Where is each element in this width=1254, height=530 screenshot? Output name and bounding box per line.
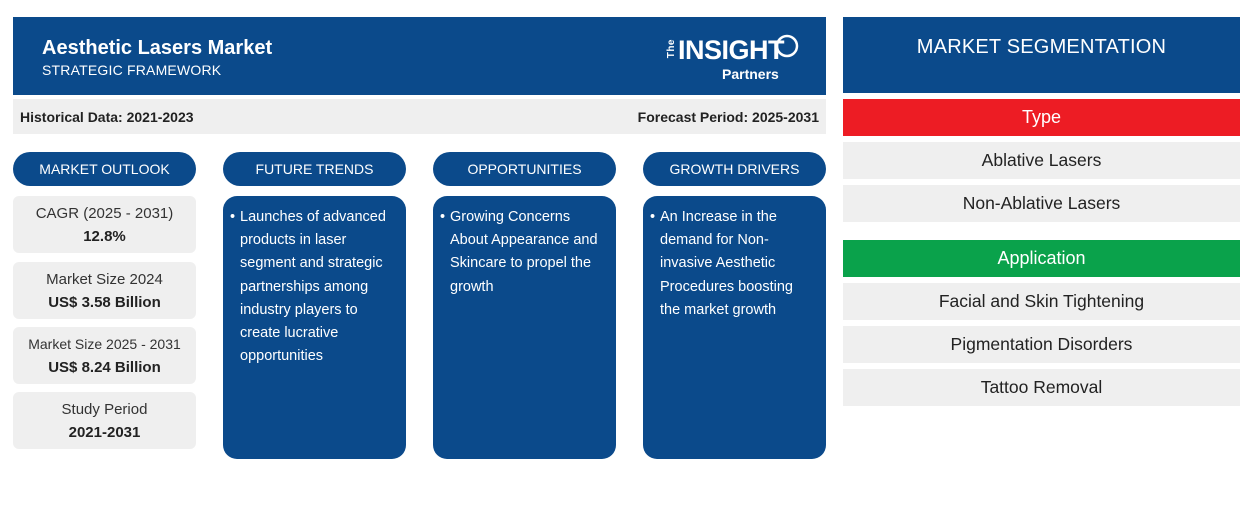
metric-market-size-2024: Market Size 2024 US$ 3.58 Billion bbox=[13, 262, 196, 319]
segment-item: Facial and Skin Tightening bbox=[843, 283, 1240, 320]
opportunities-text: Growing Concerns About Appearance and Sk… bbox=[450, 209, 598, 295]
segment-item: Ablative Lasers bbox=[843, 142, 1240, 179]
logo-partners: Partners bbox=[722, 66, 779, 82]
future-trends-header: FUTURE TRENDS bbox=[223, 152, 406, 186]
metric-study-period: Study Period 2021-2031 bbox=[13, 392, 196, 449]
growth-drivers-card: • An Increase in the demand for Non-inva… bbox=[643, 196, 826, 459]
metric-label: Market Size 2024 bbox=[46, 271, 163, 288]
metric-value: 2021-2031 bbox=[68, 424, 141, 441]
metric-market-size-forecast: Market Size 2025 - 2031 US$ 8.24 Billion bbox=[13, 327, 196, 384]
segment-item: Tattoo Removal bbox=[843, 369, 1240, 406]
segment-item: Pigmentation Disorders bbox=[843, 326, 1240, 363]
metric-label: CAGR (2025 - 2031) bbox=[35, 205, 174, 222]
opportunities-card: • Growing Concerns About Appearance and … bbox=[433, 196, 616, 459]
logo-circle-icon bbox=[775, 34, 799, 58]
forecast-period: Forecast Period: 2025-2031 bbox=[637, 109, 819, 125]
segment-group-application: Application bbox=[843, 240, 1240, 277]
future-trends-text: Launches of advanced products in laser s… bbox=[240, 209, 386, 365]
segment-group-type: Type bbox=[843, 99, 1240, 136]
segmentation-title: MARKET SEGMENTATION bbox=[916, 36, 1167, 58]
bullet-icon: • bbox=[440, 209, 446, 225]
metric-value: 12.8% bbox=[83, 228, 126, 245]
bullet-icon: • bbox=[650, 209, 656, 225]
metric-label: Study Period bbox=[61, 401, 148, 418]
metric-value: US$ 8.24 Billion bbox=[48, 359, 161, 376]
bullet-icon: • bbox=[230, 209, 236, 225]
future-trends-card: • Launches of advanced products in laser… bbox=[223, 196, 406, 459]
opportunities-header: OPPORTUNITIES bbox=[433, 152, 616, 186]
insight-partners-logo: The INSIGHT Partners bbox=[666, 33, 806, 83]
metric-label: Market Size 2025 - 2031 bbox=[28, 336, 181, 352]
logo-the: The bbox=[666, 39, 677, 59]
report-title: Aesthetic Lasers Market bbox=[42, 37, 273, 59]
growth-drivers-text: An Increase in the demand for Non-invasi… bbox=[660, 209, 793, 318]
historical-period: Historical Data: 2021-2023 bbox=[20, 109, 194, 125]
growth-drivers-header: GROWTH DRIVERS bbox=[643, 152, 826, 186]
metric-value: US$ 3.58 Billion bbox=[48, 294, 161, 311]
report-header: Aesthetic Lasers Market STRATEGIC FRAMEW… bbox=[13, 17, 826, 95]
logo-insight: INSIGHT bbox=[678, 35, 785, 65]
report-subtitle: STRATEGIC FRAMEWORK bbox=[42, 62, 222, 78]
segmentation-header: MARKET SEGMENTATION bbox=[843, 17, 1240, 93]
market-outlook-header: MARKET OUTLOOK bbox=[13, 152, 196, 186]
metric-cagr: CAGR (2025 - 2031) 12.8% bbox=[13, 196, 196, 253]
segment-item: Non-Ablative Lasers bbox=[843, 185, 1240, 222]
period-bar: Historical Data: 2021-2023 Forecast Peri… bbox=[13, 99, 826, 134]
